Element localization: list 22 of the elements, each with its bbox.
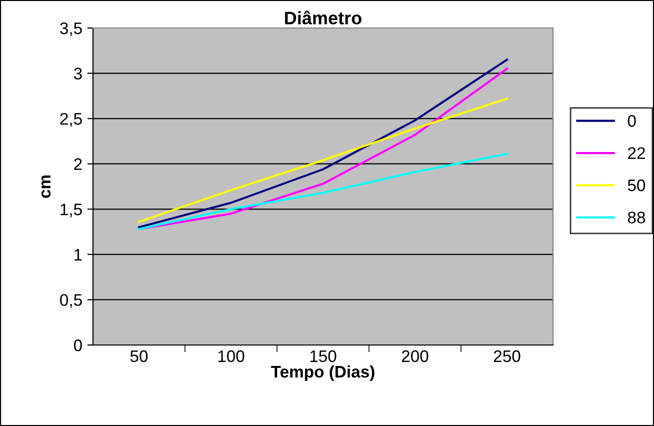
y-tick-label: 3 xyxy=(74,68,82,80)
line-series xyxy=(138,98,508,223)
y-tick-label: 1,5 xyxy=(60,204,82,218)
y-tick-label: 0,5 xyxy=(60,294,82,308)
x-tick-label: 200 xyxy=(402,350,428,362)
y-tick-label: 1 xyxy=(74,249,82,260)
x-axis-title: Tempo (Dias) xyxy=(271,365,374,381)
line-series xyxy=(138,152,508,230)
y-tick-label: 2 xyxy=(74,158,82,170)
chart-title: Diâmetro xyxy=(285,10,362,24)
y-tick-label: 2,5 xyxy=(60,112,82,127)
y-axis-title: cm xyxy=(41,175,51,198)
legend-label: 22 xyxy=(628,147,645,159)
x-tick-label: 100 xyxy=(218,350,244,362)
legend-label: 50 xyxy=(628,179,646,192)
legend-label: 88 xyxy=(628,212,646,224)
y-tick-label: 0 xyxy=(74,339,82,352)
x-tick-label: 50 xyxy=(130,350,148,362)
x-tick-label: 150 xyxy=(310,350,336,362)
x-tick-label: 250 xyxy=(494,350,520,362)
y-tick-label: 3,5 xyxy=(60,22,82,36)
legend-label: 0 xyxy=(628,115,636,127)
